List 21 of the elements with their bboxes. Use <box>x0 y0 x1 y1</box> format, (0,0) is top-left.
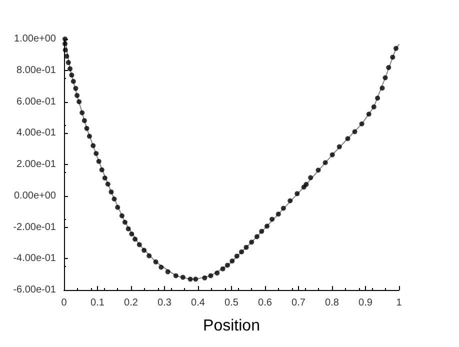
y-tick-label: 8.00e-01 <box>16 64 56 76</box>
x-tick-label: 0.4 <box>191 298 206 308</box>
x-axis-title: Position <box>203 318 260 334</box>
y-tick-label: 6.00e-01 <box>16 96 56 108</box>
x-tick-label: 0.7 <box>292 298 306 308</box>
x-tick-label: 0.9 <box>358 298 373 308</box>
y-tick-label: 0.00e+00 <box>14 190 56 202</box>
x-tick-label: 0.1 <box>90 298 105 308</box>
y-tick-label: -4.00e-01 <box>13 253 56 264</box>
y-tick-label: -2.00e-01 <box>13 222 56 233</box>
x-tick-label: 0 <box>61 298 68 308</box>
x-tick-label: 0.8 <box>325 298 340 308</box>
x-tick-label: 0.5 <box>224 298 239 308</box>
x-tick-label: 0.6 <box>258 298 272 308</box>
y-tick-label: 2.00e-01 <box>16 159 56 170</box>
x-tick-label: 0.3 <box>158 298 172 308</box>
y-tick-label: 1.00e+00 <box>14 34 56 44</box>
y-tick-label: 4.00e-01 <box>16 128 56 139</box>
x-tick-label: 1 <box>396 298 402 308</box>
y-tick-label: -6.00e-01 <box>13 284 56 296</box>
x-tick-label: 0.2 <box>124 298 138 308</box>
